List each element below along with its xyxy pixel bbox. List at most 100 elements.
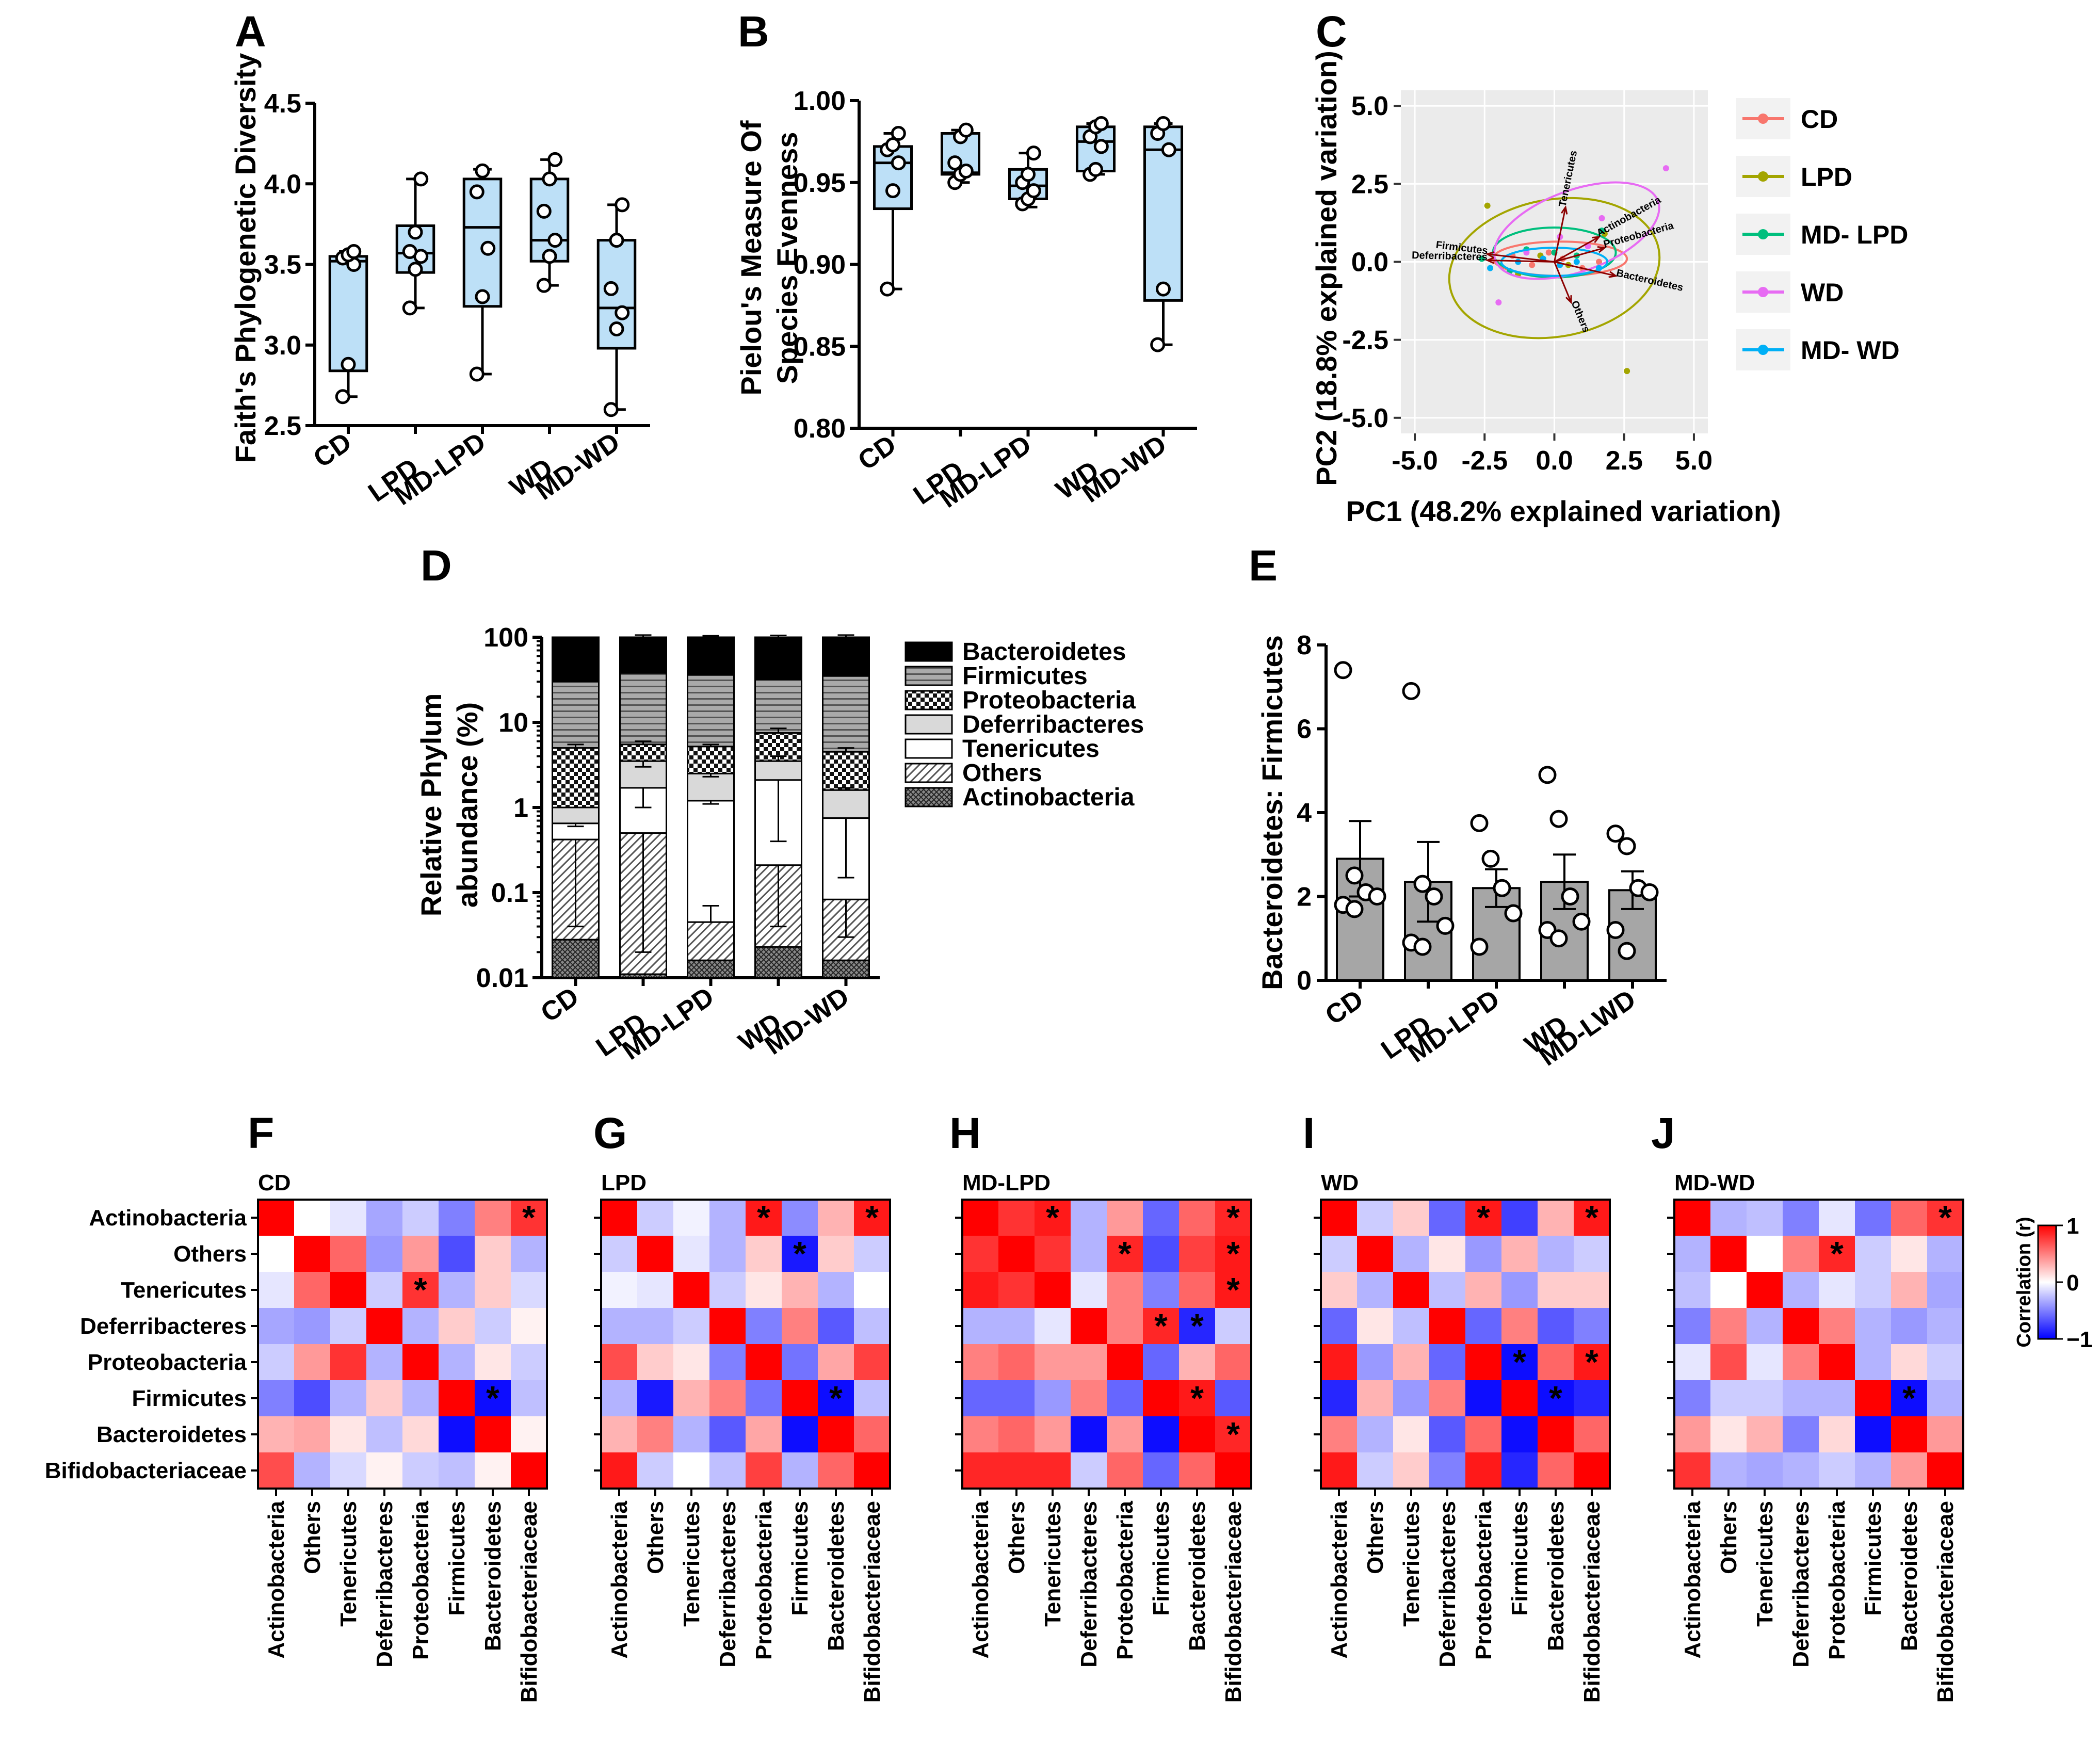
panel-c-point <box>1478 255 1485 262</box>
panel-a-data-point <box>475 289 490 304</box>
panel-b-ylabel-line1: Pielou's Measure Of <box>735 120 767 395</box>
heatmap-cell <box>402 1380 439 1416</box>
heatmap-cell <box>1035 1236 1071 1272</box>
heatmap-cell <box>854 1308 890 1344</box>
heatmap-cell <box>1538 1272 1574 1308</box>
panel-e-data-point <box>1425 887 1443 906</box>
panel-d-legend-label: Others <box>962 759 1042 787</box>
heatmap-cell <box>1747 1200 1783 1236</box>
heatmap-cell <box>1501 1380 1538 1416</box>
heatmap-cell <box>1179 1272 1215 1308</box>
heatmap-cell <box>1393 1272 1429 1308</box>
heatmap-cell <box>1429 1308 1465 1344</box>
heatmap-cell <box>998 1344 1035 1380</box>
panel-c-legend-label: LPD <box>1801 163 1852 191</box>
heatmap-significance-star: * <box>1902 1379 1916 1417</box>
panel-c-ytick-label: 0.0 <box>1351 248 1388 278</box>
panel-a-data-point <box>609 321 624 336</box>
panel-e-data-point <box>1538 766 1557 784</box>
heatmap-cell <box>1538 1452 1574 1489</box>
panel-d-bar-segment <box>552 939 600 979</box>
panel-b-ytick-label: 0.85 <box>794 332 846 362</box>
heatmap-cell <box>673 1380 709 1416</box>
heatmap-cell <box>402 1272 439 1308</box>
panel-c-xlabel: PC1 (48.2% explained variation) <box>1346 495 1781 527</box>
panel-e-data-point <box>1618 837 1636 855</box>
panel-e-data-point <box>1572 912 1591 931</box>
heatmap-cell <box>998 1416 1035 1452</box>
heatmap-cell <box>1891 1308 1927 1344</box>
heatmap-cell <box>998 1272 1035 1308</box>
heatmap-cell <box>1393 1344 1429 1380</box>
heatmap-cell <box>1538 1344 1574 1380</box>
heatmap-cell <box>1783 1452 1819 1489</box>
panel-e-ytick-label: 2 <box>1297 882 1312 912</box>
heatmap-cell <box>1429 1452 1465 1489</box>
heatmap-cell <box>1465 1380 1501 1416</box>
panel-d-ytick-label: 10 <box>498 708 528 738</box>
heatmap-cell <box>637 1200 673 1236</box>
heatmap-xtick-label: Deferribacteres <box>1788 1501 1814 1668</box>
panel-e-data-point <box>1436 916 1455 935</box>
heatmap-cell <box>1538 1380 1574 1416</box>
panel-d-legend-swatch <box>904 641 953 662</box>
heatmap-cell <box>782 1416 818 1452</box>
heatmap-significance-star: * <box>1190 1379 1204 1417</box>
panel-c-point <box>1596 265 1603 271</box>
heatmap-cell <box>475 1452 511 1489</box>
heatmap-cell <box>709 1380 746 1416</box>
heatmap-cell <box>1674 1344 1710 1380</box>
panel-d-bar-segment <box>754 732 802 762</box>
heatmap-cell <box>782 1380 818 1416</box>
panel-d-legend-swatch <box>904 738 953 759</box>
heatmap-cell <box>1819 1272 1855 1308</box>
heatmap-cell <box>709 1272 746 1308</box>
heatmap-cell <box>258 1416 294 1452</box>
panel-c-arrow-head <box>1565 295 1572 304</box>
heatmap-cell <box>1710 1452 1747 1489</box>
heatmap-cell <box>366 1272 402 1308</box>
heatmap-cell <box>1501 1416 1538 1452</box>
panel-b-data-point <box>1150 337 1166 352</box>
panel-d-ylabel-line1: Relative Phylum <box>415 693 447 917</box>
panel-c-point <box>1598 228 1605 234</box>
heatmap-cell <box>1855 1272 1891 1308</box>
colorbar <box>2037 1224 2057 1340</box>
panel-a-ytick-label: 3.5 <box>264 250 301 280</box>
panel-d-bar-segment <box>552 747 600 809</box>
heatmap-cell <box>1035 1380 1071 1416</box>
panel-b-data-point <box>1088 161 1103 177</box>
panel-e-xtick-label: CD <box>1320 984 1369 1031</box>
heatmap-cell <box>637 1416 673 1452</box>
panel-c-arrow-head <box>1485 256 1495 264</box>
heatmap-cell <box>1574 1344 1610 1380</box>
panel-e-data-point <box>1561 887 1579 906</box>
panel-b-boxplot: Pielou's Measure Of Species Evenness 0.8… <box>735 86 1197 514</box>
heatmap-xtick-label: Deferribacteres <box>715 1501 740 1668</box>
heatmap-cell <box>637 1272 673 1308</box>
heatmap-cell <box>511 1200 547 1236</box>
panel-e-data-point <box>1345 900 1364 918</box>
heatmap-cell <box>258 1452 294 1489</box>
panel-c-arrow-head <box>1608 271 1618 278</box>
heatmap-cell <box>818 1308 854 1344</box>
heatmap-cell <box>746 1344 782 1380</box>
heatmap-cell <box>294 1452 330 1489</box>
panel-d-bar-segment <box>687 772 735 802</box>
heatmap-cell <box>601 1452 637 1489</box>
heatmap-cell <box>673 1344 709 1380</box>
panel-a-data-point <box>346 244 362 259</box>
heatmap-cell <box>782 1200 818 1236</box>
heatmap-cell <box>1071 1344 1107 1380</box>
panel-a-data-point <box>402 300 417 316</box>
heatmap-panels: CD***ActinobacteriaActinobacteriaOthersO… <box>45 1170 2092 1703</box>
panel-c-legend-key-dot <box>1758 287 1768 297</box>
panel-d-bar-segment <box>619 743 667 762</box>
panel-a-data-point <box>475 163 490 179</box>
heatmap-cell <box>1783 1308 1819 1344</box>
heatmap-cell <box>1855 1416 1891 1452</box>
heatmap-cell <box>1179 1200 1215 1236</box>
panel-b-ytick-label: 0.95 <box>794 168 846 198</box>
heatmap-cell <box>962 1344 998 1380</box>
heatmap-cell <box>1891 1236 1927 1272</box>
